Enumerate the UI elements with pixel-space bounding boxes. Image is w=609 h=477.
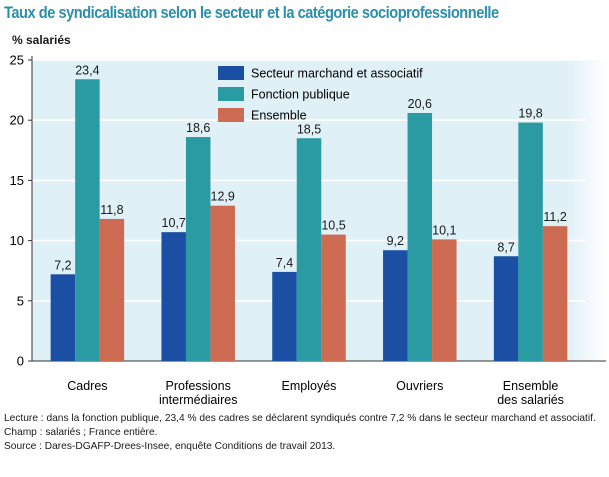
x-tick-label: Employés	[282, 379, 337, 393]
bar-3	[432, 239, 457, 361]
note-champ: Champ : salariés ; France entière.	[4, 427, 158, 438]
bar-1	[161, 232, 186, 361]
bar-3	[99, 218, 125, 361]
bar-value-label: 8,7	[497, 240, 514, 254]
chart-notes: Lecture : dans la fonction publique, 23,…	[4, 412, 604, 454]
y-tick-label: 25	[10, 53, 24, 68]
y-tick-label: 20	[10, 113, 24, 128]
bar-value-label: 20,6	[408, 97, 432, 111]
bar-value-label: 11,8	[100, 203, 123, 217]
bar-2	[185, 137, 211, 361]
legend-swatch	[218, 108, 244, 122]
bar-1	[50, 274, 76, 361]
y-tick-label: 5	[17, 293, 24, 308]
bar-value-label: 7,4	[276, 256, 293, 270]
bar-value-label: 12,9	[211, 190, 235, 204]
y-tick-label: 15	[10, 173, 24, 188]
x-tick-label: Ensemble	[503, 379, 559, 393]
bar-value-label: 7,2	[54, 258, 71, 272]
note-lecture: Lecture : dans la fonction publique, 23,…	[4, 413, 596, 424]
x-tick-label: Ouvriers	[396, 379, 443, 393]
y-tick-label: 10	[10, 233, 24, 248]
legend-swatch	[218, 66, 244, 80]
bar-1	[383, 250, 408, 361]
bar-value-label: 23,4	[75, 63, 99, 77]
bar-2	[75, 79, 100, 361]
bar-value-label: 11,2	[543, 210, 566, 224]
bar-value-label: 18,6	[186, 121, 210, 135]
bar-value-label: 10,1	[432, 223, 456, 237]
bar-2	[296, 138, 322, 361]
legend-label: Secteur marchand et associatif	[251, 67, 423, 81]
bar-value-label: 18,5	[297, 122, 321, 136]
legend-label: Fonction publique	[251, 88, 350, 102]
bar-1	[272, 271, 297, 361]
legend-swatch	[218, 87, 244, 101]
bar-chart: 0 5 10 15 20 25 7,2 23,4 11,8 Cadres 10,7 18,6 12,9 P…	[10, 53, 606, 407]
bar-1	[493, 256, 519, 361]
bar-value-label: 10,7	[162, 216, 186, 230]
x-tick-label: Cadres	[67, 379, 107, 393]
bar-value-label: 19,8	[518, 107, 542, 121]
legend-label: Ensemble	[251, 109, 307, 123]
bar-value-label: 9,2	[387, 234, 404, 248]
bar-2	[407, 112, 433, 361]
chart-title: Taux de syndicalisation selon le secteur…	[4, 3, 499, 22]
x-tick-label: Professions	[166, 379, 231, 393]
y-axis-label: % salariés	[12, 33, 71, 47]
bar-2	[518, 122, 543, 361]
x-tick-label: intermédiaires	[159, 393, 238, 407]
note-source: Source : Dares-DGAFP-Drees-Insee, enquêt…	[4, 441, 336, 452]
y-tick-label: 0	[17, 354, 24, 369]
bar-value-label: 10,5	[321, 219, 345, 233]
bar-3	[321, 234, 346, 361]
bar-3	[210, 205, 235, 361]
x-tick-label: des salariés	[497, 393, 564, 407]
bar-3	[542, 226, 568, 361]
